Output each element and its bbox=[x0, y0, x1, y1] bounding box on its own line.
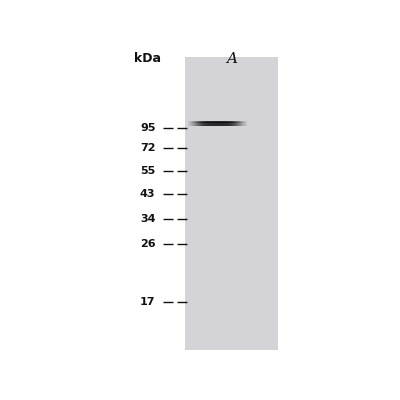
Text: kDa: kDa bbox=[134, 52, 161, 65]
Text: 55: 55 bbox=[140, 166, 155, 176]
Text: A: A bbox=[226, 52, 237, 66]
Text: 34: 34 bbox=[140, 214, 155, 224]
Text: 26: 26 bbox=[140, 238, 155, 248]
Bar bbox=[185, 57, 278, 350]
Text: 95: 95 bbox=[140, 123, 155, 133]
Text: 43: 43 bbox=[140, 189, 155, 199]
Text: 17: 17 bbox=[140, 297, 155, 307]
Text: 72: 72 bbox=[140, 143, 155, 153]
